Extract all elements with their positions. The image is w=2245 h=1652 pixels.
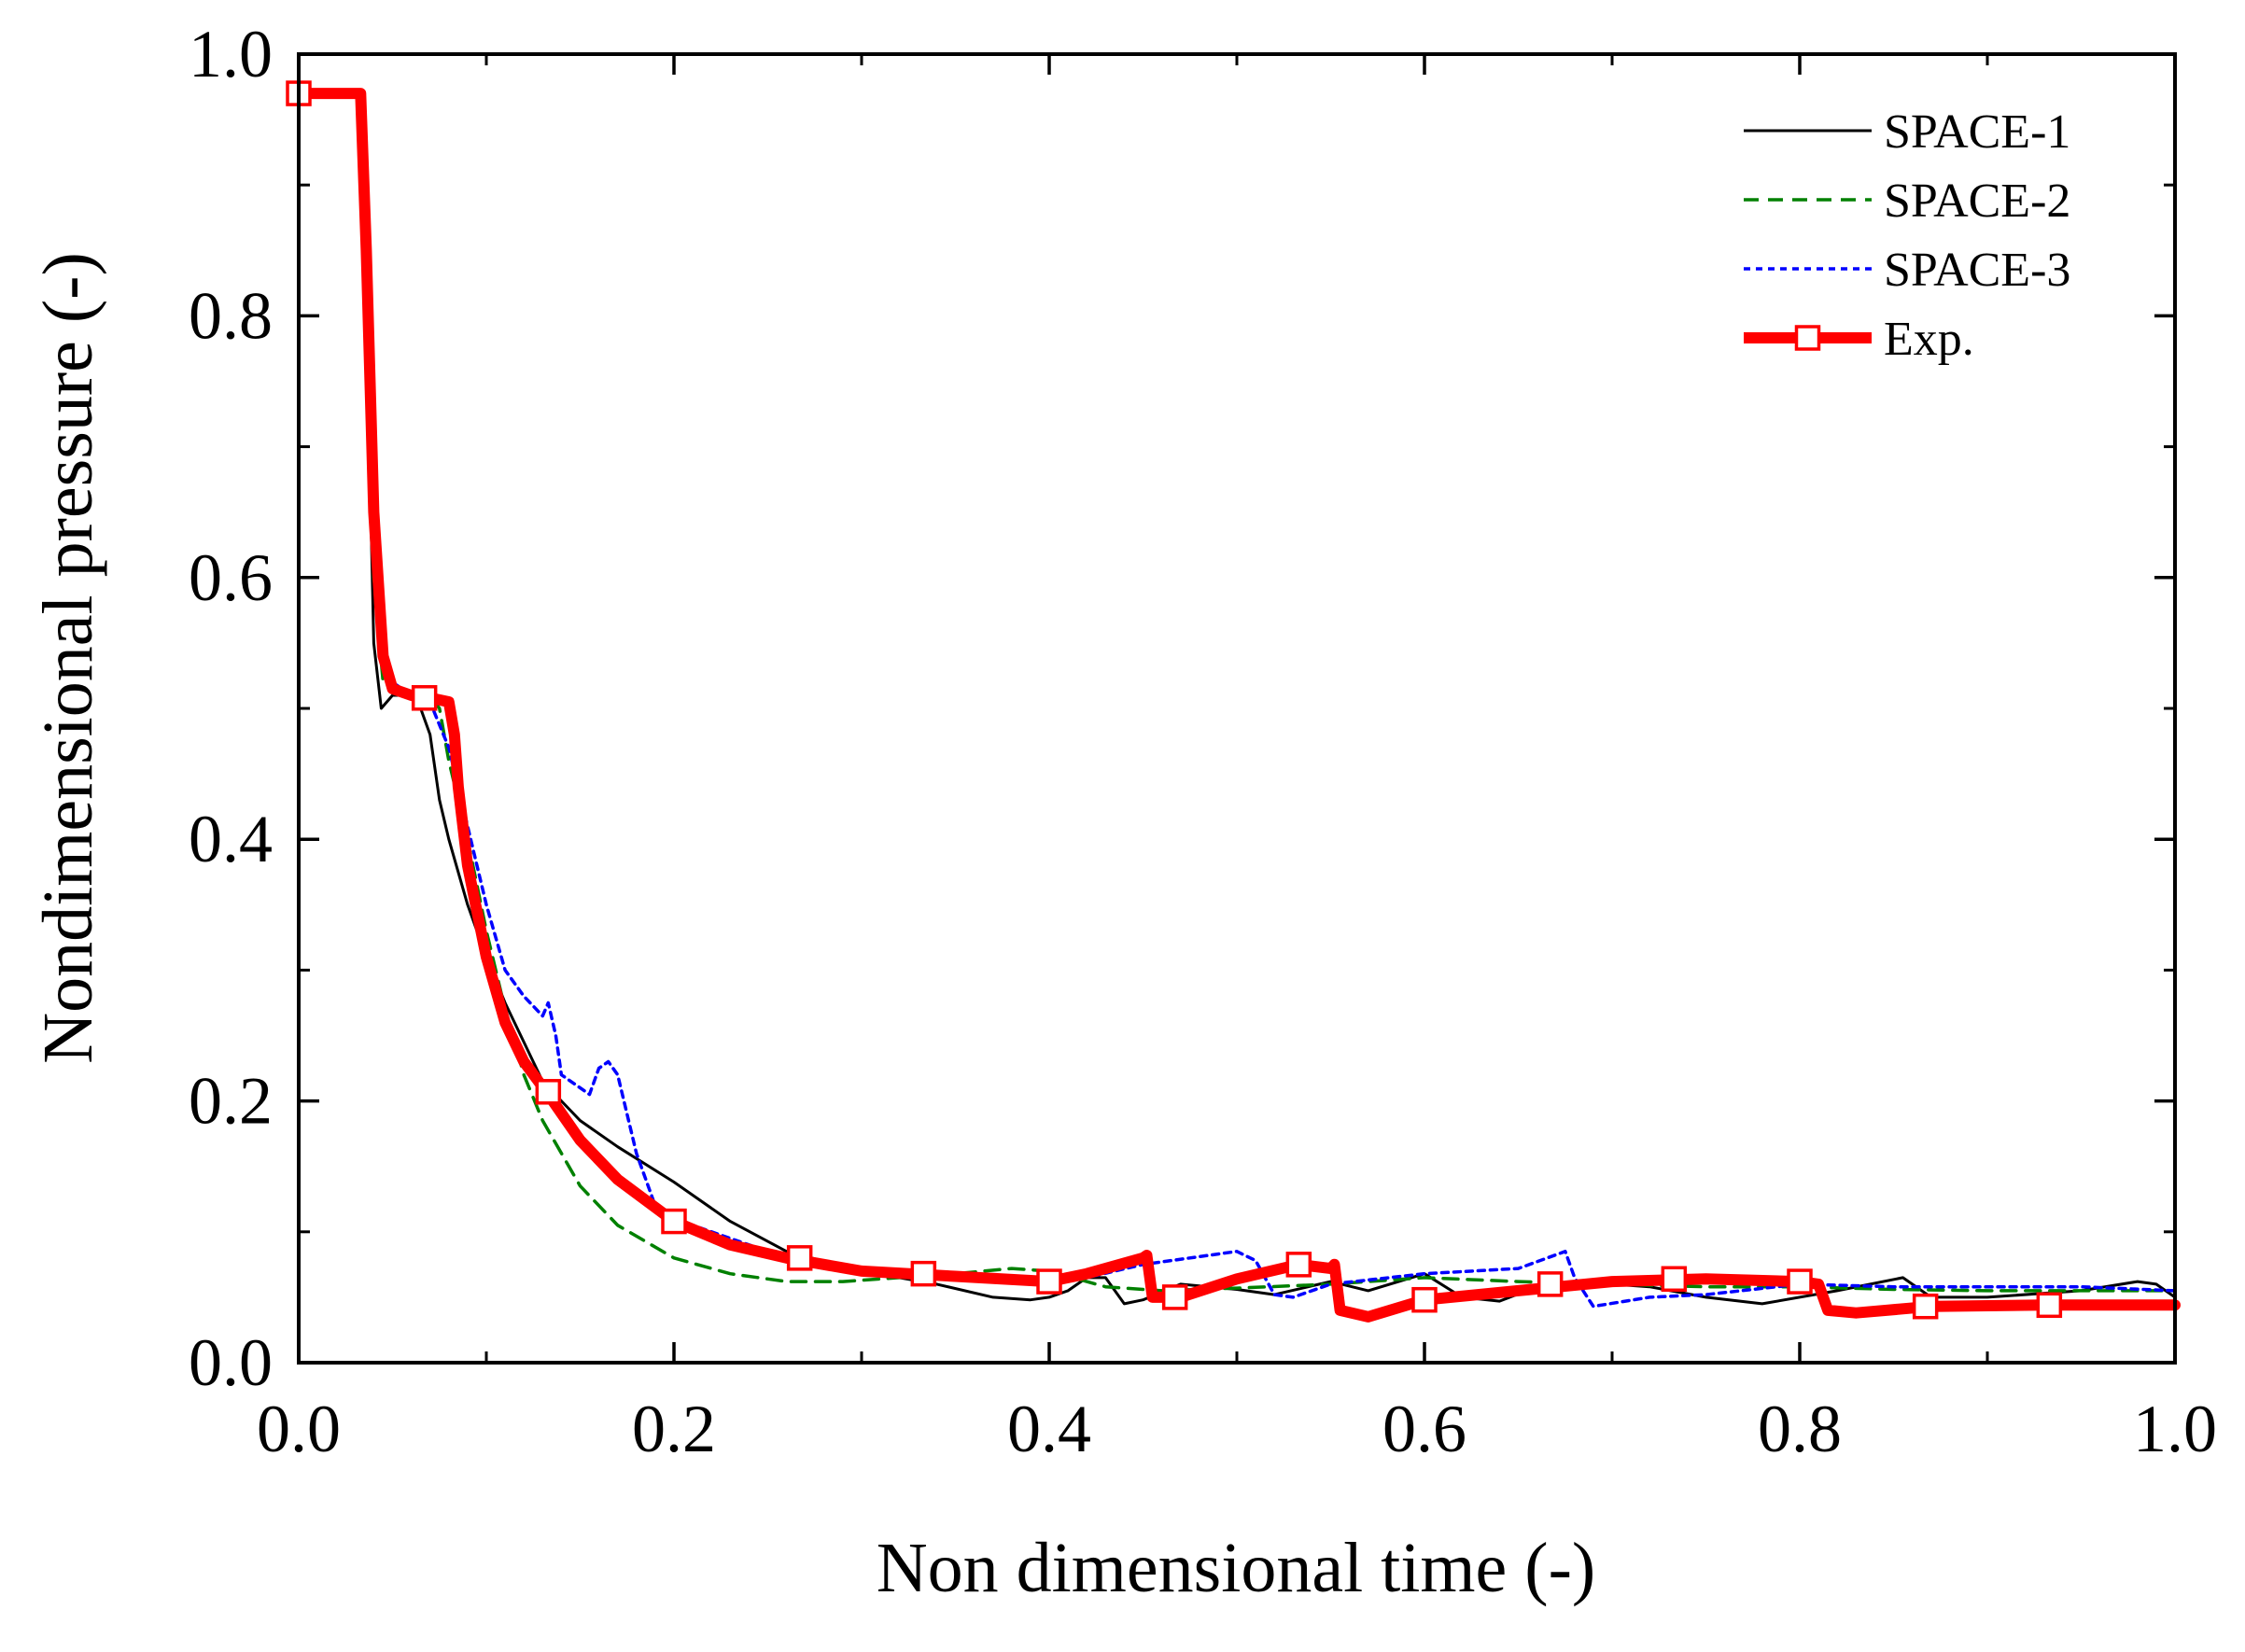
x-tick-label: 0.4 (1007, 1392, 1091, 1466)
exp-data-point (661, 1208, 687, 1235)
exp-data-point (1787, 1268, 1813, 1295)
legend-label: SPACE-2 (1884, 175, 2070, 228)
exp-data-point (535, 1079, 562, 1105)
y-tick-label: 0.4 (189, 802, 273, 876)
x-tick-label: 1.0 (2133, 1392, 2217, 1466)
exp-data-point (910, 1260, 937, 1287)
series-line-exp (293, 88, 2181, 1323)
exp-data-point (1285, 1252, 1312, 1278)
x-tick-label: 0.2 (632, 1392, 716, 1466)
y-tick-label: 1.0 (189, 17, 273, 91)
y-tick-label: 0.2 (189, 1064, 273, 1139)
exp-data-point (1411, 1286, 1438, 1313)
legend-item: SPACE-3 (1744, 244, 2070, 297)
x-tick-label: 0.8 (1758, 1392, 1842, 1466)
x-axis-label: Non dimensional time (-) (877, 1529, 1595, 1607)
exp-data-point (411, 685, 438, 711)
exp-data-point (1536, 1271, 1564, 1297)
legend-item: SPACE-1 (1744, 105, 2070, 159)
legend: SPACE-1 SPACE-2 SPACE-3 Exp. (1744, 105, 2070, 366)
legend-item: SPACE-2 (1744, 175, 2070, 228)
x-tick-label: 0.6 (1382, 1392, 1466, 1466)
y-tick-label: 0.6 (189, 540, 273, 615)
marker-layer (286, 80, 2063, 1320)
exp-data-point (2036, 1292, 2063, 1319)
exp-data-point (1161, 1284, 1188, 1310)
legend-label: Exp. (1884, 313, 1974, 366)
legend-marker (1794, 325, 1821, 351)
y-tick-label: 0.8 (189, 278, 273, 353)
series-line-space-3 (297, 91, 2177, 1309)
legend-label: SPACE-3 (1884, 244, 2070, 297)
exp-data-point (1036, 1268, 1062, 1295)
exp-data-point (786, 1245, 813, 1271)
legend-label: SPACE-1 (1884, 105, 2070, 159)
exp-data-point (1912, 1293, 1939, 1320)
legend-item: Exp. (1744, 313, 1974, 366)
exp-data-point (1661, 1266, 1688, 1293)
ticks-layer: 0.0 0.2 0.4 0.6 0.8 1.0 0.0 0.2 0.4 0.6 0.8 1.0 (189, 17, 2217, 1466)
y-axis-label: Nondimensional pressure (-) (29, 252, 107, 1064)
x-tick-label: 0.0 (257, 1392, 341, 1466)
y-tick-label: 0.0 (189, 1325, 273, 1400)
